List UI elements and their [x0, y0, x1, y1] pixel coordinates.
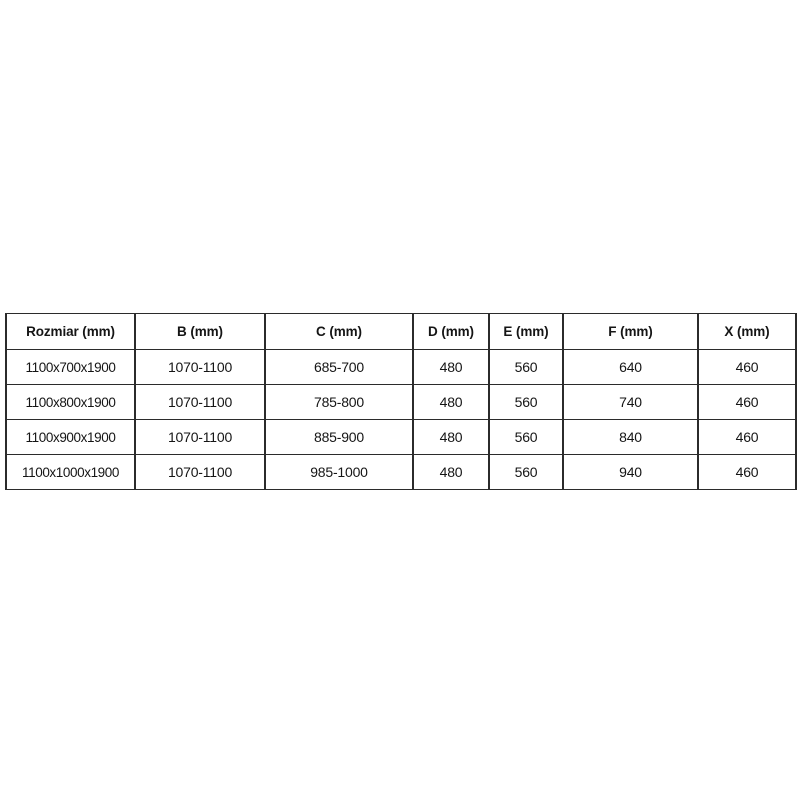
column-header-x: X (mm) — [697, 313, 797, 350]
cell-f: 740 — [562, 384, 699, 420]
cell-e: 560 — [488, 419, 564, 455]
table-header: Rozmiar (mm) B (mm) C (mm) D (mm) E (mm)… — [5, 313, 797, 350]
cell-b: 1070-1100 — [134, 454, 266, 490]
column-header-c: C (mm) — [264, 313, 414, 350]
cell-size: 1100x1000x1900 — [5, 454, 136, 490]
cell-f: 640 — [562, 349, 699, 385]
specification-table-container: Rozmiar (mm) B (mm) C (mm) D (mm) E (mm)… — [5, 313, 797, 490]
column-header-size: Rozmiar (mm) — [5, 313, 136, 350]
cell-c: 985-1000 — [264, 454, 414, 490]
cell-c: 785-800 — [264, 384, 414, 420]
table-row: 1100x900x1900 1070-1100 885-900 480 560 … — [5, 419, 797, 455]
column-header-e: E (mm) — [488, 313, 564, 350]
cell-c: 885-900 — [264, 419, 414, 455]
cell-f: 840 — [562, 419, 699, 455]
cell-d: 480 — [412, 419, 490, 455]
table-row: 1100x700x1900 1070-1100 685-700 480 560 … — [5, 349, 797, 385]
cell-x: 460 — [697, 419, 797, 455]
cell-d: 480 — [412, 454, 490, 490]
cell-x: 460 — [697, 454, 797, 490]
cell-c: 685-700 — [264, 349, 414, 385]
cell-x: 460 — [697, 384, 797, 420]
cell-x: 460 — [697, 349, 797, 385]
table-row: 1100x800x1900 1070-1100 785-800 480 560 … — [5, 384, 797, 420]
cell-size: 1100x800x1900 — [5, 384, 136, 420]
cell-b: 1070-1100 — [134, 384, 266, 420]
cell-d: 480 — [412, 384, 490, 420]
cell-d: 480 — [412, 349, 490, 385]
dimensions-table: Rozmiar (mm) B (mm) C (mm) D (mm) E (mm)… — [5, 313, 797, 490]
table-header-row: Rozmiar (mm) B (mm) C (mm) D (mm) E (mm)… — [5, 313, 797, 350]
cell-b: 1070-1100 — [134, 349, 266, 385]
cell-e: 560 — [488, 349, 564, 385]
cell-size: 1100x900x1900 — [5, 419, 136, 455]
cell-e: 560 — [488, 384, 564, 420]
column-header-d: D (mm) — [412, 313, 490, 350]
cell-f: 940 — [562, 454, 699, 490]
table-body: 1100x700x1900 1070-1100 685-700 480 560 … — [5, 349, 797, 490]
cell-size: 1100x700x1900 — [5, 349, 136, 385]
cell-b: 1070-1100 — [134, 419, 266, 455]
column-header-b: B (mm) — [134, 313, 266, 350]
cell-e: 560 — [488, 454, 564, 490]
table-row: 1100x1000x1900 1070-1100 985-1000 480 56… — [5, 454, 797, 490]
column-header-f: F (mm) — [562, 313, 699, 350]
